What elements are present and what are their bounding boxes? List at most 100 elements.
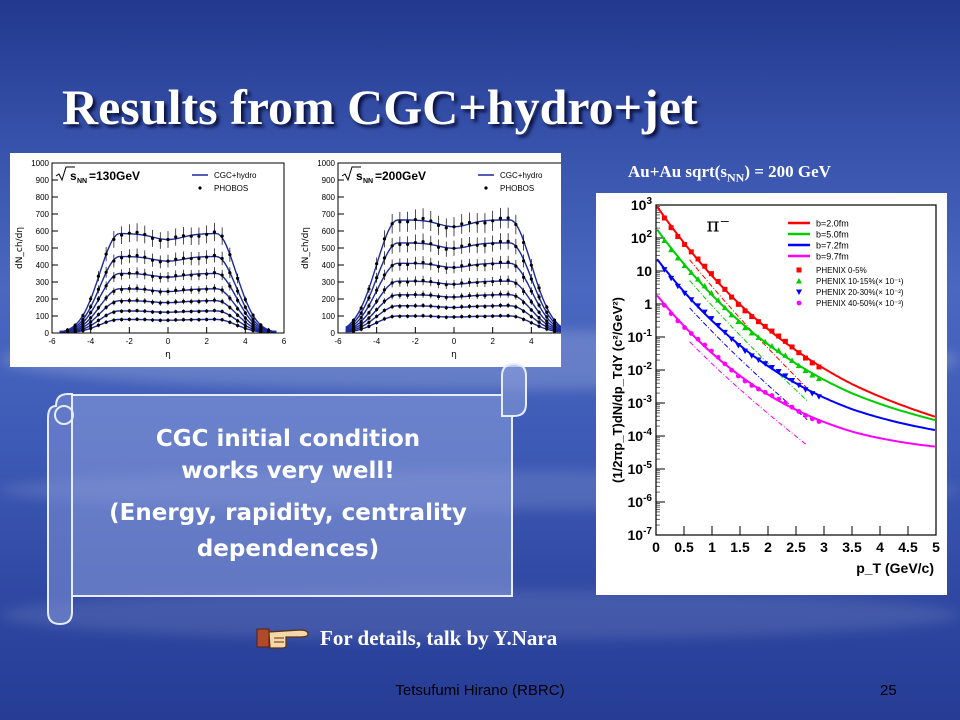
phobos-point bbox=[89, 297, 93, 301]
phobos-point bbox=[104, 313, 108, 318]
phenix-point bbox=[768, 342, 775, 349]
phobos-point bbox=[181, 288, 186, 292]
phobos-point bbox=[545, 319, 549, 323]
phenix-point bbox=[688, 297, 695, 303]
phobos-point bbox=[236, 276, 240, 281]
phobos-point bbox=[545, 322, 549, 326]
phobos-point bbox=[150, 310, 155, 314]
phobos-point bbox=[537, 295, 541, 299]
phenix-point bbox=[742, 324, 749, 331]
phobos-point bbox=[228, 305, 232, 310]
x-tick-label: 0 bbox=[652, 539, 660, 555]
phenix-point bbox=[668, 246, 675, 253]
phobos-point bbox=[375, 320, 379, 325]
phobos-point bbox=[460, 222, 464, 226]
phobos-point bbox=[491, 219, 495, 223]
phobos-point bbox=[429, 304, 433, 308]
phobos-point bbox=[398, 242, 402, 247]
phobos-point bbox=[181, 273, 186, 277]
phobos-point bbox=[135, 253, 139, 258]
phobos-point bbox=[243, 311, 247, 315]
phenix-point bbox=[782, 338, 788, 344]
phenix-point bbox=[809, 391, 816, 397]
phenix-point bbox=[735, 318, 742, 325]
phobos-point bbox=[390, 264, 394, 268]
y-tick-label: 500 bbox=[322, 244, 336, 253]
phenix-point bbox=[702, 263, 708, 269]
x-tick-label: 2 bbox=[204, 337, 209, 346]
phobos-point bbox=[421, 216, 425, 221]
phobos-point bbox=[498, 216, 502, 220]
phenix-point bbox=[768, 364, 775, 371]
phobos-point bbox=[413, 261, 417, 265]
phobos-point bbox=[537, 320, 541, 324]
phobos-point bbox=[89, 323, 93, 328]
phobos-point bbox=[421, 278, 425, 283]
phobos-point bbox=[367, 320, 371, 324]
x-tick-label: 4 bbox=[876, 539, 884, 555]
phobos-point bbox=[127, 231, 131, 235]
phobos-point bbox=[174, 310, 178, 314]
phobos-point bbox=[467, 293, 472, 298]
phobos-point bbox=[150, 289, 155, 293]
phobos-point bbox=[135, 309, 139, 313]
phobos-point bbox=[514, 281, 518, 285]
phobos-point bbox=[104, 270, 108, 274]
phobos-point bbox=[436, 223, 441, 228]
phobos-point bbox=[514, 264, 518, 268]
phobos-point bbox=[421, 314, 425, 318]
phobos-point bbox=[367, 324, 371, 328]
phobos-point bbox=[359, 319, 363, 324]
phenix-point bbox=[796, 350, 802, 356]
phenix-point bbox=[809, 416, 815, 422]
plot-frame bbox=[655, 204, 937, 536]
phobos-point bbox=[220, 309, 224, 314]
phobos-point bbox=[537, 286, 541, 290]
phobos-point bbox=[375, 299, 379, 303]
phobos-point bbox=[127, 309, 131, 313]
phobos-point bbox=[174, 235, 178, 239]
phobos-point bbox=[429, 242, 433, 246]
phobos-point bbox=[514, 294, 518, 298]
phobos-point bbox=[467, 314, 472, 318]
phobos-point bbox=[158, 260, 162, 264]
phobos-point bbox=[81, 313, 85, 318]
phobos-point bbox=[143, 299, 147, 303]
spectra-chart: 10-7 10-6 10-5 10-4 10-3 10-2 10-1 1 10 102 103 0 0.… bbox=[610, 196, 940, 576]
phenix-point bbox=[681, 262, 688, 269]
phenix-point bbox=[681, 290, 688, 297]
phobos-point bbox=[545, 325, 549, 329]
y-tick-label: 102 bbox=[631, 229, 653, 246]
phobos-point bbox=[406, 314, 410, 318]
phenix-point bbox=[742, 378, 748, 384]
phenix-point bbox=[682, 325, 687, 330]
phobos-point bbox=[413, 279, 417, 283]
phobos-point bbox=[421, 292, 425, 296]
phobos-point bbox=[143, 317, 147, 322]
phobos-point bbox=[189, 234, 193, 238]
phobos-point bbox=[382, 256, 386, 260]
phobos-point bbox=[220, 234, 224, 238]
phenix-point bbox=[795, 382, 802, 389]
phenix-point bbox=[674, 255, 681, 261]
phobos-point bbox=[406, 220, 410, 224]
phobos-point bbox=[413, 314, 417, 318]
phobos-point bbox=[266, 330, 271, 334]
phobos-point bbox=[522, 289, 526, 294]
phobos-point bbox=[212, 317, 216, 321]
multiplicity-chart: 0 100 200 300 400 500 600 700 800 900 1000 -6 -4 -2 0 2… bbox=[15, 159, 287, 360]
phenix-point bbox=[695, 336, 701, 342]
energy-label-nn: NN bbox=[77, 178, 87, 185]
energy-label-sub: s bbox=[356, 169, 363, 183]
sqrt-icon bbox=[341, 166, 361, 182]
y-tick-label: 10-1 bbox=[628, 328, 653, 345]
phobos-point bbox=[398, 293, 402, 298]
phobos-point bbox=[120, 299, 124, 303]
x-axis-label: η bbox=[165, 350, 171, 360]
phobos-point bbox=[197, 299, 201, 304]
phobos-point bbox=[475, 294, 479, 298]
phobos-point bbox=[112, 275, 116, 279]
phenix-point bbox=[809, 371, 816, 378]
phobos-point bbox=[483, 314, 487, 319]
phobos-point bbox=[537, 316, 541, 320]
